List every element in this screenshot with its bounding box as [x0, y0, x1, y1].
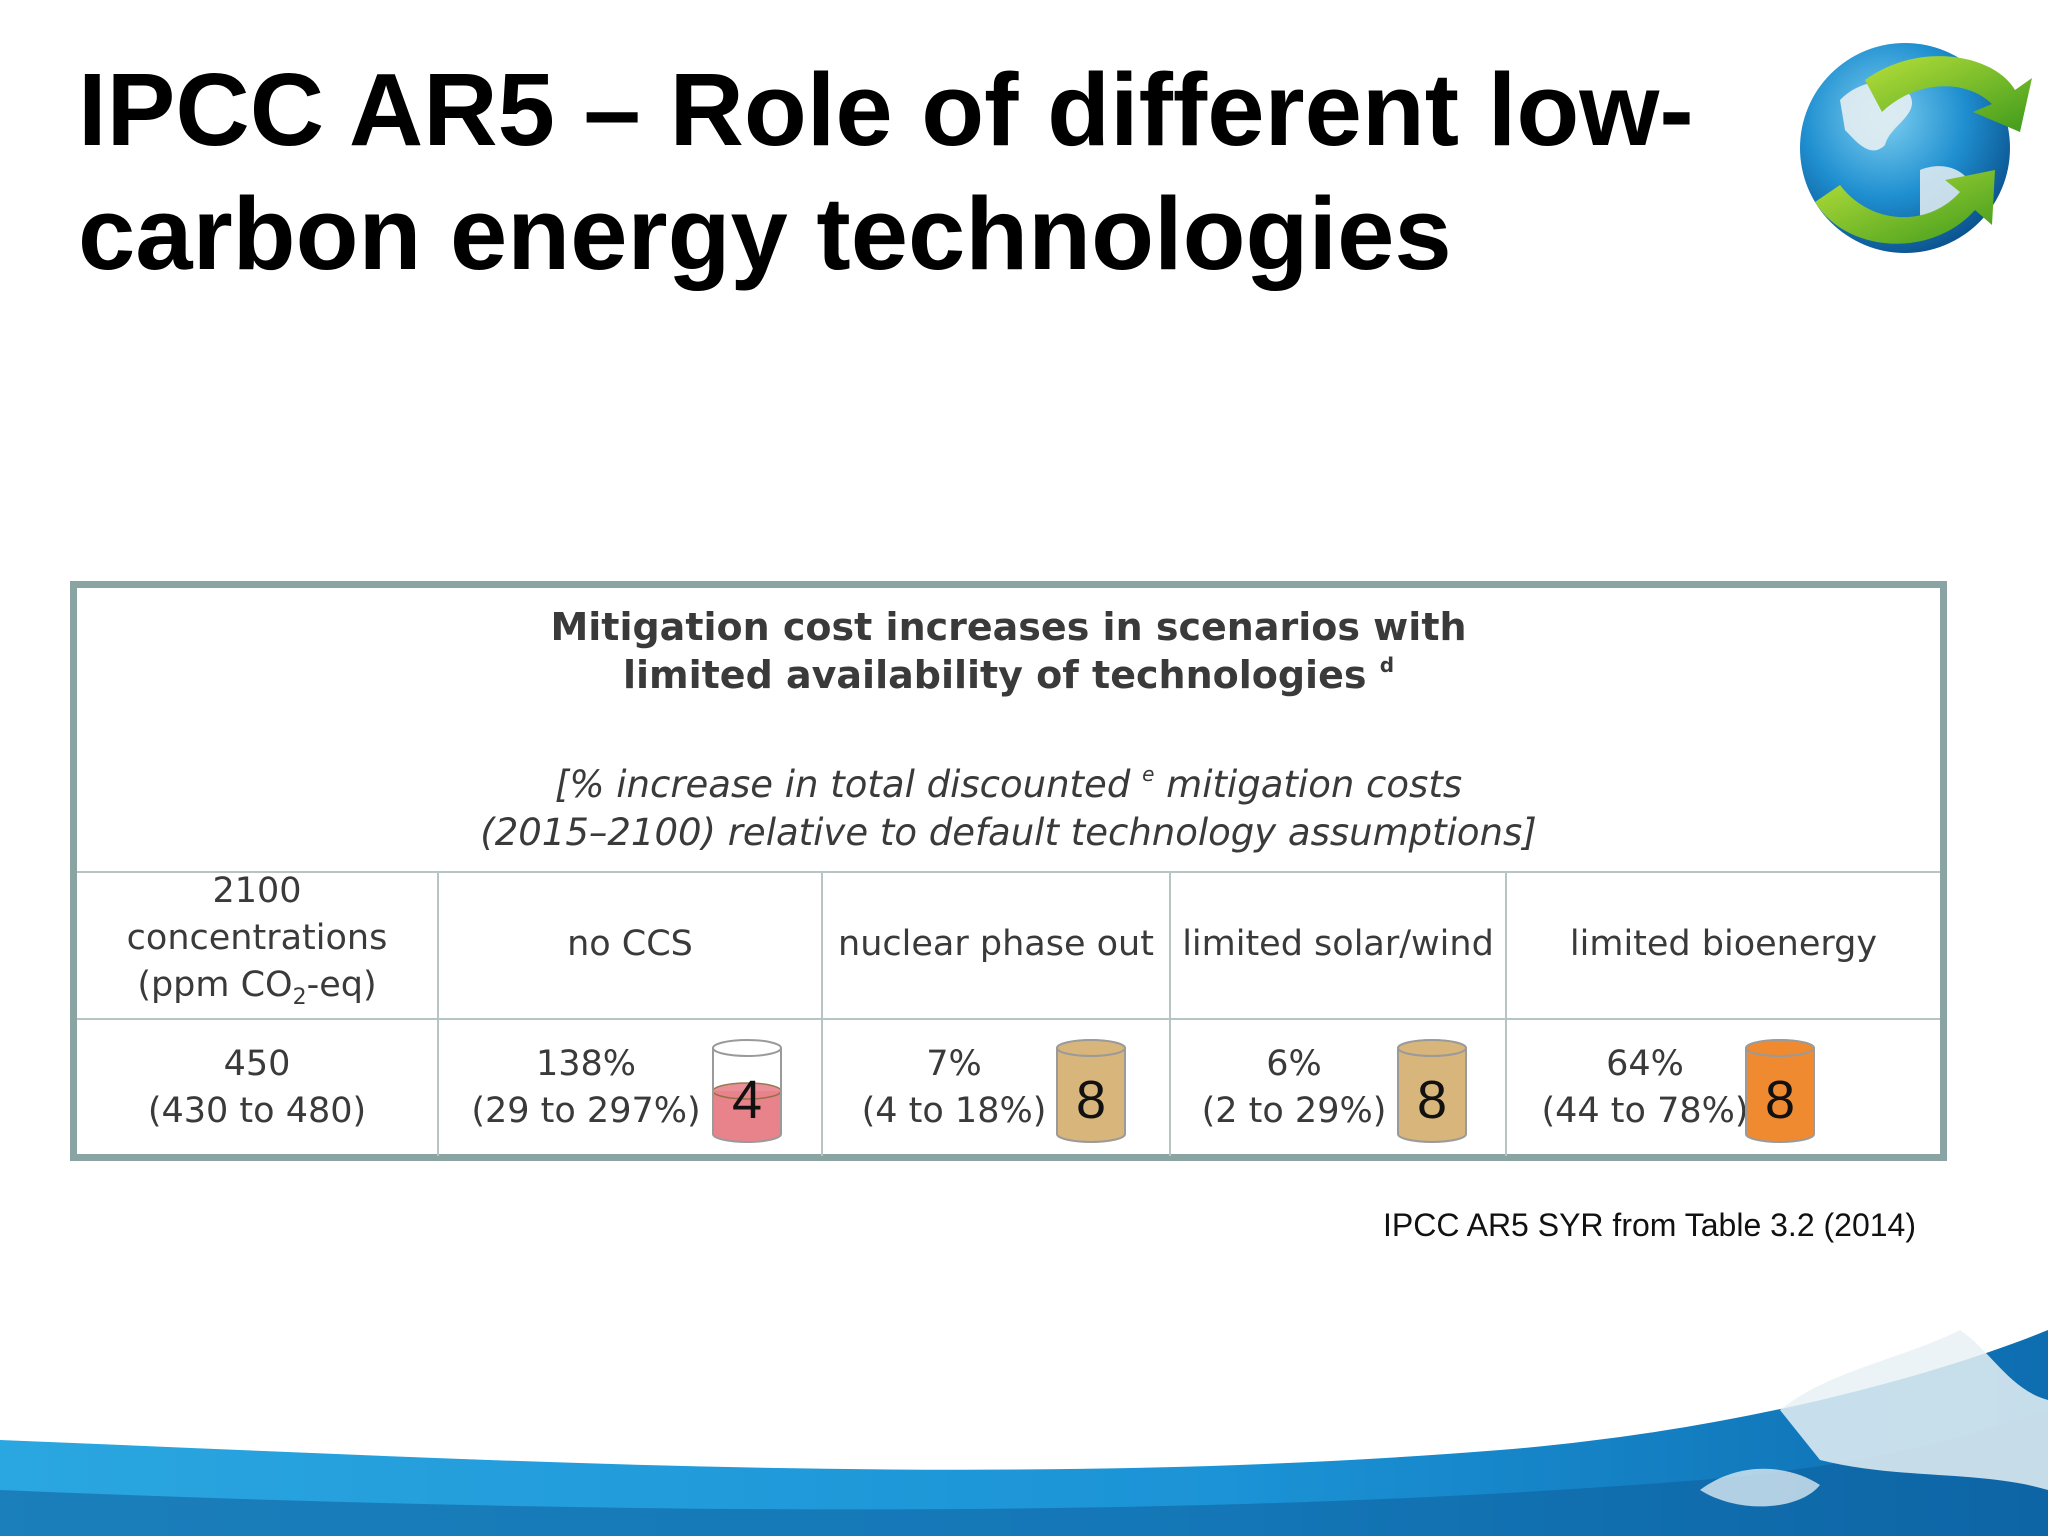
cost-increase-value: 64% — [1606, 1044, 1684, 1084]
cylinder-icon — [1745, 1039, 1815, 1143]
scenario-count: 8 — [1075, 1070, 1107, 1130]
concentration-cell: 450 (430 to 480) — [77, 1020, 437, 1156]
cylinder-outline — [1056, 1048, 1126, 1143]
cylinder-icon — [712, 1039, 782, 1143]
table-subtitle-line-1: [% increase in total discounted e mitiga… — [554, 762, 1463, 806]
concentration-value: 450 — [223, 1044, 291, 1084]
limited-solar-wind-cell: 6% (2 to 29%) 8 — [1169, 1020, 1505, 1156]
column-header-concentrations: 2100 concentrations (ppm CO2-eq) — [126, 871, 388, 1010]
column-header-no-ccs: no CCS — [437, 871, 821, 1018]
cylinder-icon — [1397, 1039, 1467, 1143]
cylinder-fill — [713, 1091, 781, 1142]
cost-increase-range: (4 to 18%) — [861, 1091, 1047, 1131]
table-title-line-2: limited availability of technologies d — [622, 653, 1395, 697]
table-title-footnote: d — [1379, 653, 1395, 677]
column-header-nuclear-phase-out: nuclear phase out — [821, 871, 1169, 1018]
cost-increase-value: 138% — [535, 1044, 637, 1084]
slide-title-line-2: carbon energy technologies — [78, 176, 1452, 291]
table-subtitle-footnote: e — [1142, 762, 1155, 786]
slide-title: IPCC AR5 – Role of different low- carbon… — [78, 48, 1718, 296]
table-subtitle: [% increase in total discounted e mitiga… — [77, 761, 1940, 857]
no-ccs-cell: 138% (29 to 297%) 4 — [437, 1020, 821, 1156]
cylinder-outline — [1745, 1048, 1815, 1143]
source-citation: IPCC AR5 SYR from Table 3.2 (2014) — [1383, 1207, 1916, 1243]
cost-increase-range: (2 to 29%) — [1201, 1091, 1387, 1131]
scenario-count: 8 — [1764, 1070, 1796, 1130]
limited-bioenergy-cell: 64% (44 to 78%) 8 — [1505, 1020, 1940, 1156]
table-title: Mitigation cost increases in scenarios w… — [77, 603, 1940, 699]
slide-title-line-1: IPCC AR5 – Role of different low- — [78, 52, 1694, 167]
column-header-limited-bioenergy: limited bioenergy — [1505, 871, 1940, 1018]
cost-increase-range: (29 to 297%) — [471, 1091, 701, 1131]
table-row: 450 (430 to 480) 138% (29 to 297%) 4 7% … — [77, 1020, 1940, 1156]
decorative-swoosh — [0, 1330, 2048, 1536]
mitigation-cost-table: Mitigation cost increases in scenarios w… — [70, 581, 1947, 1161]
table-header: Mitigation cost increases in scenarios w… — [77, 588, 1940, 873]
cylinder-rim — [1056, 1039, 1126, 1057]
scenario-count-cylinder: 4 — [711, 1036, 783, 1146]
scenario-count: 8 — [1416, 1070, 1448, 1130]
cylinder-rim — [1397, 1039, 1467, 1057]
scenario-count-cylinder: 8 — [1055, 1036, 1127, 1146]
table-column-headers: 2100 concentrations (ppm CO2-eq) no CCS … — [77, 871, 1940, 1020]
cylinder-rim — [1745, 1039, 1815, 1057]
cost-increase-value: 7% — [926, 1044, 982, 1084]
scenario-count-cylinder: 8 — [1744, 1036, 1816, 1146]
cylinder-fill — [1746, 1048, 1814, 1142]
cylinder-icon — [1056, 1039, 1126, 1143]
table-title-line-1: Mitigation cost increases in scenarios w… — [550, 605, 1467, 649]
table-body: 2100 concentrations (ppm CO2-eq) no CCS … — [77, 871, 1940, 1156]
table-subtitle-line-2: (2015–2100) relative to default technolo… — [480, 811, 1537, 854]
globe-arrow-icon — [1800, 43, 2032, 253]
cylinder-fill — [1398, 1048, 1466, 1142]
column-header-limited-solar-wind: limited solar/wind — [1169, 871, 1505, 1018]
cylinder-outline — [1397, 1048, 1467, 1143]
cylinder-fill — [1057, 1048, 1125, 1142]
cost-increase-value: 6% — [1266, 1044, 1322, 1084]
cylinder-rim — [712, 1039, 782, 1057]
concentration-range: (430 to 480) — [147, 1091, 367, 1131]
nuclear-phase-out-cell: 7% (4 to 18%) 8 — [821, 1020, 1169, 1156]
cylinder-outline — [712, 1048, 782, 1143]
scenario-count-cylinder: 8 — [1396, 1036, 1468, 1146]
cost-increase-range: (44 to 78%) — [1541, 1091, 1749, 1131]
scenario-count: 4 — [731, 1070, 763, 1130]
